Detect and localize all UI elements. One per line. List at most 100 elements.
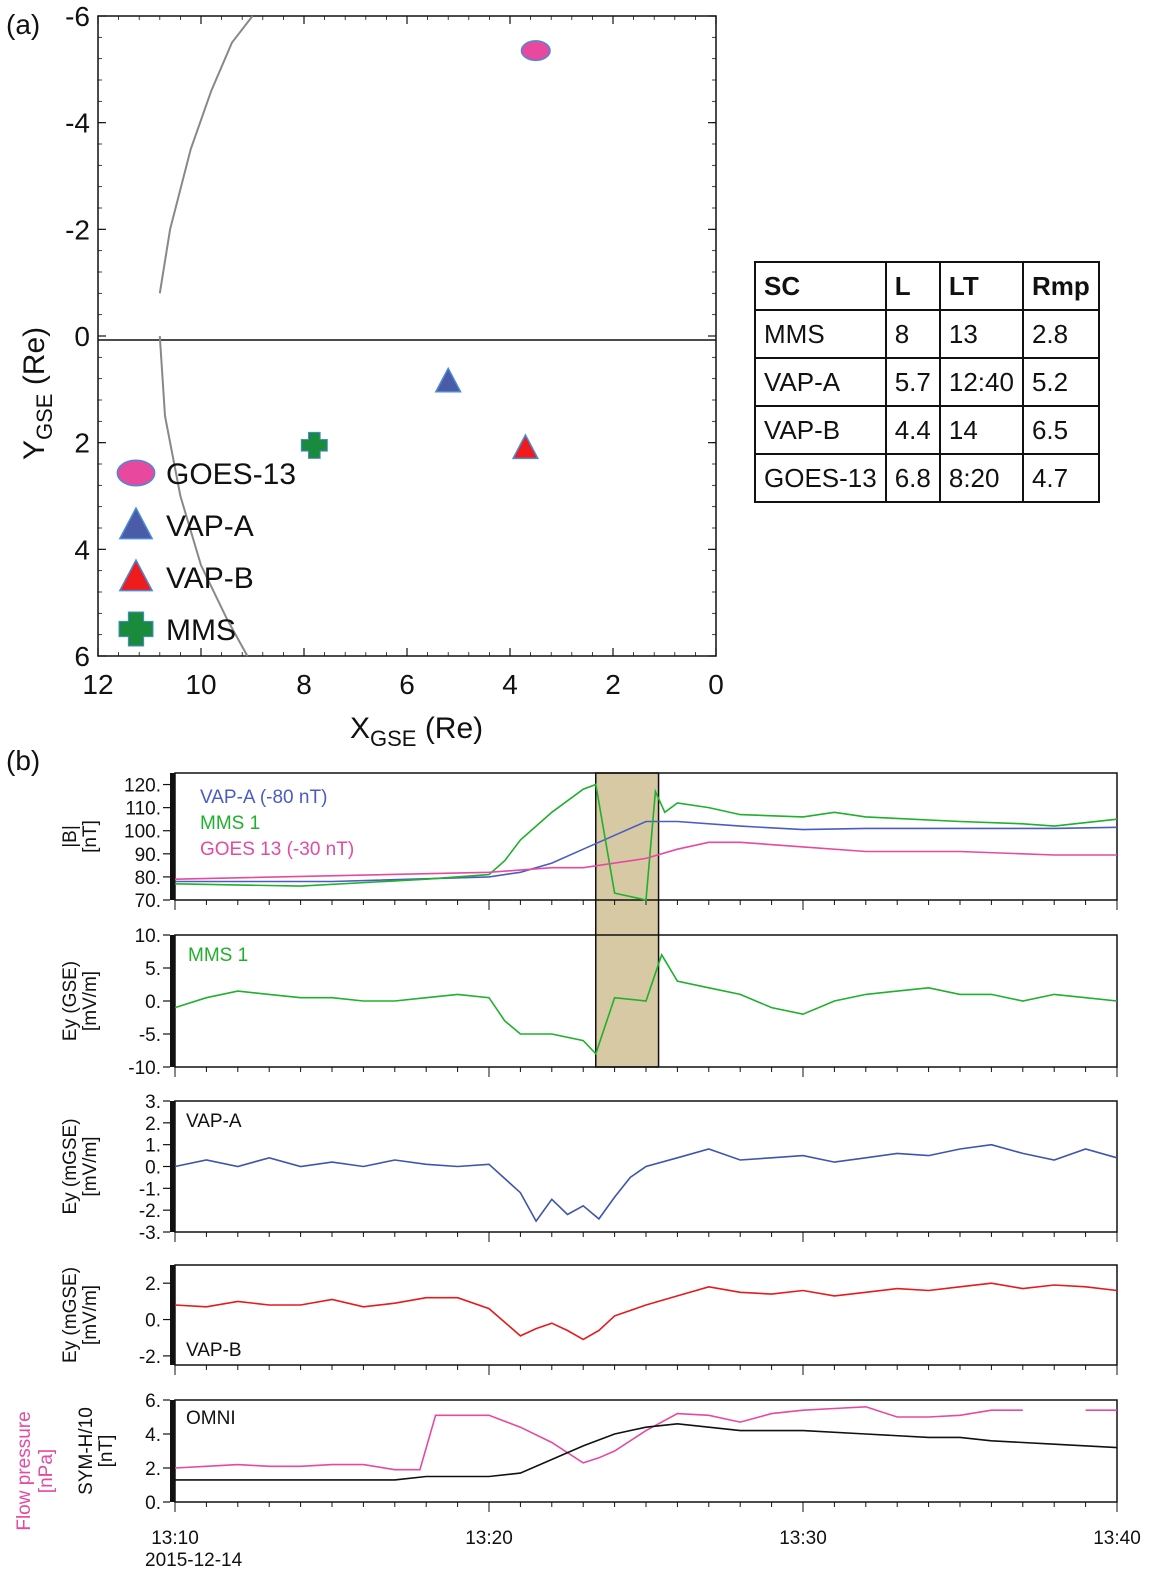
table-row: VAP-B 4.4 14 6.5 [754,405,1100,455]
y-tick-label: 2. [145,1459,161,1480]
table-cell: 8:20 [938,453,1024,503]
y-tick-label: 4 [74,534,90,565]
y-tick-label: 10. [135,926,161,947]
y-tick-label: -2. [139,1347,161,1368]
table-header: Rmp [1021,261,1100,311]
time-tick-label: 13:30 [779,1528,827,1549]
table-cell: 6.5 [1021,405,1100,455]
panel-a-label: (a) [6,9,40,40]
y-tick-label: 100. [124,822,161,843]
x-tick-label: 10 [185,669,216,700]
table-header: SC [754,261,887,311]
x-tick-label: 0 [708,669,724,700]
series-annotation: GOES 13 (-30 nT) [200,839,354,860]
table-cell: 6.8 [884,453,941,503]
panel-a-frame [97,15,717,657]
panel-a-legend: GOES-13 VAP-A VAP-B MMS [116,458,296,647]
time-tick-label: 13:20 [465,1528,513,1549]
y-axis-label: Ey (mGSE) [60,1118,81,1214]
y-tick-label: 0. [145,1493,161,1514]
y-tick-label: 90. [135,845,161,866]
table-cell: 13 [938,309,1024,359]
y-tick-label: -3. [139,1223,161,1244]
panel-b-time-axis: 13:10 13:20 13:30 13:40 [151,1528,1141,1549]
highlight-box [595,772,660,1068]
y-tick-label: -2. [139,1201,161,1222]
subplot-frame [174,1264,1118,1366]
subplot-left-spine [170,1265,175,1365]
y-tick-label: 0 [74,321,90,352]
panel-b-time-series: (b) 70.80.90.100.110.120.|B| [nT]-10.-5.0… [6,745,1141,1570]
x-tick-label: 2 [605,669,621,700]
legend-label: VAP-A [166,510,254,543]
legend-marker-vap-a [118,506,154,540]
legend-marker-vap-b [118,558,154,592]
subplot-left-spine [170,935,175,1067]
series-line [174,1282,1118,1341]
y-axis-label: Ey (mGSE) [60,1267,81,1363]
y-tick-label: 2 [74,428,90,459]
subplot-3: -3.-2.-1.0.1.2.3. Ey (mGSE) [mV/m] [60,1092,1118,1244]
y-axis-label: Ey (GSE) [60,961,81,1041]
time-tick-label: 13:10 [151,1528,199,1549]
y-tick-label: 0. [145,1311,161,1332]
table-header-row: SC L LT Rmp [754,261,1100,311]
y-tick-label: 2. [145,1274,161,1295]
y-axis-unit: [mV/m] [80,1285,101,1345]
y2-axis-label: Flow pressure [14,1411,35,1530]
y-tick-label: 120. [124,776,161,797]
spacecraft-markers [300,40,551,460]
series-line [174,1405,1023,1471]
legend-label: VAP-B [166,562,254,595]
series-line [175,820,1118,883]
subplot-2: -10. -5. 0. 5. 10. Ey (GSE) [mV/m] [60,926,1118,1079]
marker-vap-a [434,366,462,393]
table-cell: 2.8 [1021,309,1100,359]
marker-vap-b [511,433,540,460]
series-line [174,783,1118,901]
table-row: MMS 8 13 2.8 [754,309,1100,359]
y-tick-label: 3. [145,1092,161,1113]
table-cell: 5.2 [1021,357,1100,407]
panel-a-orbit-plot: (a) 12 10 8 6 4 2 0 -6 -4 -2 0 2 4 6 GOES-13 VAP-A VAP-… [6,1,724,751]
series-line [175,1422,1118,1481]
table-row: GOES-13 6.8 8:20 4.7 [754,453,1100,503]
y-tick-label: 5. [145,959,161,980]
series-line [174,952,1118,1056]
y-tick-label: 2. [145,1114,161,1135]
x-tick-label: 8 [296,669,312,700]
y-axis-unit: [mV/m] [80,971,101,1031]
y-tick-label: -6 [65,1,90,32]
subplot-4: -2. 0. 2. Ey (mGSE) [mV/m] [60,1264,1118,1375]
y-tick-label: 0. [145,1158,161,1179]
y-tick-label: 70. [135,891,161,912]
y-tick-label: -10. [128,1058,161,1079]
boundary-curve-lower [158,335,249,657]
series-annotation: VAP-B [186,1340,242,1361]
table-cell: VAP-A [754,357,887,407]
x-tick-label: 12 [82,669,113,700]
table-cell: VAP-B [754,405,887,455]
panel-a-ylabel: YGSE (Re) [18,327,57,460]
legend-marker-goes-13 [116,459,156,487]
y-tick-label: -5. [139,1025,161,1046]
series-line [174,1143,1118,1223]
y-axis-unit: [mV/m] [80,1136,101,1196]
marker-mms [300,431,328,459]
panel-a-xlabel: XGSE (Re) [350,712,483,751]
marker-goes-13 [520,40,551,62]
highlight-interval [595,772,660,1068]
table-cell: 8 [884,309,941,359]
legend-marker-mms [118,611,154,647]
y-tick-label: 80. [135,868,161,889]
table-cell: MMS [754,309,887,359]
table-header: L [884,261,941,311]
legend-label: GOES-13 [166,458,296,491]
panel-b-label: (b) [6,745,40,776]
y-axis-label: SYM-H/10 [76,1407,97,1495]
table-cell: 12:40 [938,357,1024,407]
panel-b-subplots: 70.80.90.100.110.120.|B| [nT]-10.-5.0.5.1… [14,772,1118,1531]
y-tick-label: 110. [125,799,161,820]
panel-a-ticks: 12 10 8 6 4 2 0 -6 -4 -2 0 2 4 6 [65,1,724,700]
